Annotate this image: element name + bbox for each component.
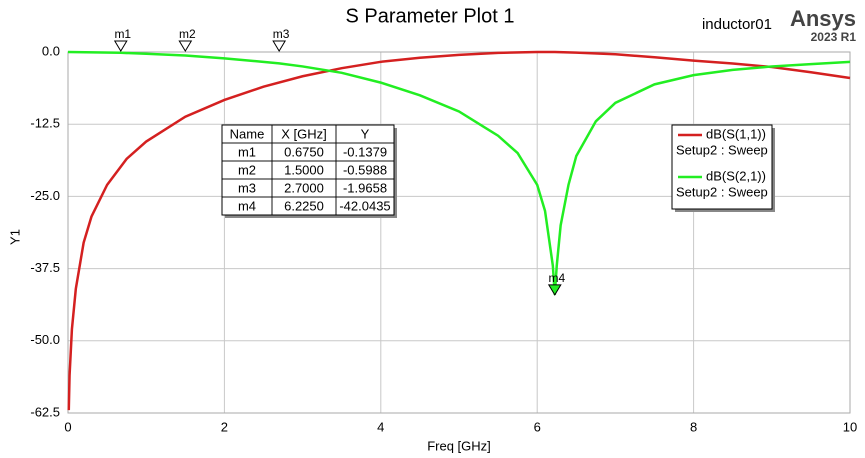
table-cell-text: -0.1379 [343, 144, 387, 159]
table-header: Y [361, 126, 370, 141]
table-cell-text: 6.2250 [284, 198, 324, 213]
chart-title: S Parameter Plot 1 [346, 5, 515, 27]
table-cell-text: 2.7000 [284, 180, 324, 195]
design-name: inductor01 [702, 16, 772, 33]
y-tick-label: -37.5 [30, 260, 60, 275]
table-cell-text: -42.0435 [339, 198, 390, 213]
table-cell [335, 196, 395, 216]
table-cell-text: -0.5988 [343, 162, 387, 177]
table-cell-text: m2 [238, 162, 256, 177]
legend-label: dB(S(2,1)) [706, 168, 766, 183]
x-tick-label: 8 [690, 419, 697, 434]
overlay: m1 m2 m3 m4 Name X [GHz] Ym1 0.6750 -0.1379 m2 1.5… [113, 27, 775, 296]
y-tick-label: -25.0 [30, 188, 60, 203]
marker-label: m1 [114, 27, 131, 41]
table-header: Name [230, 126, 265, 141]
marker-label: m4 [548, 271, 565, 285]
plot-frame [67, 51, 851, 414]
x-tick-label: 2 [221, 419, 228, 434]
marker [272, 40, 287, 52]
grid [67, 51, 851, 414]
series-line [67, 50, 851, 295]
legend-sweep: Setup2 : Sweep [676, 184, 768, 199]
marker-table [221, 124, 395, 216]
table-cell-text: m4 [238, 198, 256, 213]
table-cell-text: -1.9658 [343, 180, 387, 195]
x-tick-label: 10 [843, 419, 857, 434]
marker-label: m3 [273, 27, 290, 41]
legend-label: dB(S(1,1)) [706, 126, 766, 141]
marker [113, 40, 128, 52]
x-tick-label: 4 [377, 419, 384, 434]
brand: Ansys [790, 6, 856, 31]
table-cell-text: m1 [238, 144, 256, 159]
y-tick-label: 0.0 [42, 43, 60, 58]
version: 2023 R1 [811, 30, 857, 44]
marker-label: m2 [179, 27, 196, 41]
y-axis-label: Y1 [7, 229, 22, 245]
table-cell-text: 1.5000 [284, 162, 324, 177]
y-tick-label: -12.5 [30, 116, 60, 131]
table-cell-text: 0.6750 [284, 144, 324, 159]
table-header: X [GHz] [281, 126, 327, 141]
y-tick-label: -62.5 [30, 404, 60, 419]
marker [547, 284, 562, 296]
lines [67, 50, 851, 411]
legend [671, 124, 773, 210]
marker [178, 40, 193, 52]
table-cell-text: m3 [238, 180, 256, 195]
y-tick-label: -50.0 [30, 332, 60, 347]
x-tick-label: 6 [534, 419, 541, 434]
legend-sweep: Setup2 : Sweep [676, 142, 768, 157]
series-line [67, 50, 851, 411]
x-tick-label: 0 [64, 419, 71, 434]
x-axis-label: Freq [GHz] [427, 438, 491, 453]
